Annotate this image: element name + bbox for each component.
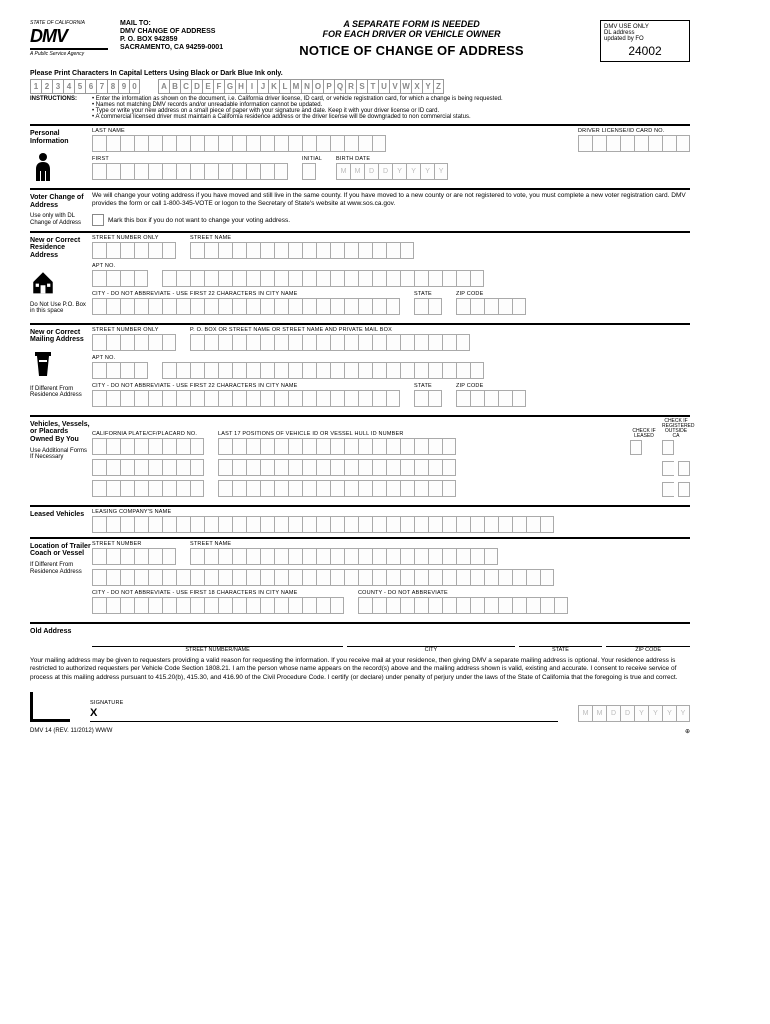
trailer-section: Location of Trailer Coach or VesselIf Di… [30, 541, 690, 618]
old-state-input[interactable] [519, 635, 603, 647]
trailer-street-name-input[interactable] [190, 548, 498, 565]
arrow-icon [30, 692, 70, 722]
logo-agency: A Public Service Agency [30, 51, 108, 57]
title-block: A SEPARATE FORM IS NEEDED FOR EACH DRIVE… [235, 20, 588, 58]
mail-line2-input[interactable] [162, 362, 484, 379]
old-city-input[interactable] [347, 635, 514, 647]
disclosure-text: Your mailing address may be given to req… [30, 657, 690, 681]
sample-characters: 1234567890 ABCDEFGHIJKLMNOPQRSTUVWXYZ [30, 79, 690, 94]
form-revision: DMV 14 (REV. 11/2012) WWW [30, 728, 112, 735]
voter-optout-checkbox[interactable] [92, 214, 104, 226]
house-icon [30, 266, 56, 298]
plate-3-input[interactable] [92, 480, 204, 497]
old-zip-input[interactable] [606, 635, 690, 647]
dmv-use-box: DMV USE ONLY DL address updated by FO 24… [600, 20, 690, 62]
plate-2-input[interactable] [92, 459, 204, 476]
logo-block: STATE OF CALIFORNIA DMV A Public Service… [30, 20, 108, 57]
res-apt-input[interactable] [92, 270, 148, 287]
instructions: INSTRUCTIONS: Enter the information as s… [30, 96, 690, 120]
mail-po-input[interactable] [190, 334, 470, 351]
vin-1-input[interactable] [218, 438, 456, 455]
logo-text: DMV [30, 26, 108, 47]
old-street-input[interactable] [92, 635, 343, 647]
trailer-line2-input[interactable] [92, 569, 554, 586]
res-city-input[interactable] [92, 298, 400, 315]
form-page: STATE OF CALIFORNIA DMV A Public Service… [30, 20, 690, 735]
form-number: 24002 [604, 44, 686, 58]
signature-date-input[interactable]: MMDDYYYY [578, 705, 690, 722]
birth-date-input[interactable]: MMDDYYYY [336, 163, 448, 180]
mail-street-num-input[interactable] [92, 334, 176, 351]
mail-city-input[interactable] [92, 390, 400, 407]
mail-zip-input[interactable] [456, 390, 526, 407]
last-name-input[interactable] [92, 135, 386, 152]
voter-section: Voter Change of AddressUse only with DL … [30, 192, 690, 227]
leased-1-checkbox[interactable] [630, 440, 642, 455]
mail-state-input[interactable] [414, 390, 442, 407]
header: STATE OF CALIFORNIA DMV A Public Service… [30, 20, 690, 62]
print-instruction: Please Print Characters In Capital Lette… [30, 70, 690, 77]
mailing-section: New or Correct Mailing Address If Differ… [30, 327, 690, 411]
person-icon [30, 151, 56, 183]
leasing-company-input[interactable] [92, 516, 690, 533]
outside-3-checkbox[interactable] [678, 482, 690, 497]
res-street-num-input[interactable] [92, 242, 176, 259]
res-state-input[interactable] [414, 298, 442, 315]
outside-1-checkbox[interactable] [662, 440, 674, 455]
leased-2-checkbox[interactable] [662, 461, 674, 476]
vin-2-input[interactable] [218, 459, 456, 476]
trailer-city-input[interactable] [92, 597, 344, 614]
vin-3-input[interactable] [218, 480, 456, 497]
res-line2-input[interactable] [162, 270, 484, 287]
outside-2-checkbox[interactable] [678, 461, 690, 476]
old-address-section: Old Address STREET NUMBER/NAME CITY STAT… [30, 626, 690, 682]
leased-section: Leased Vehicles LEASING COMPANY'S NAME [30, 509, 690, 533]
dl-number-input[interactable] [578, 135, 690, 152]
res-street-name-input[interactable] [190, 242, 414, 259]
leased-3-checkbox[interactable] [662, 482, 674, 497]
mail-apt-input[interactable] [92, 362, 148, 379]
mail-to: MAIL TO: DMV CHANGE OF ADDRESS P. O. BOX… [120, 20, 223, 52]
vehicles-section: Vehicles, Vessels, or Placards Owned By … [30, 419, 690, 501]
signature-input[interactable]: X [90, 707, 558, 722]
residence-section: New or Correct Residence Address Do Not … [30, 235, 690, 319]
trailer-street-num-input[interactable] [92, 548, 176, 565]
seal-icon: ⊕ [685, 728, 690, 735]
plate-1-input[interactable] [92, 438, 204, 455]
initial-input[interactable] [302, 163, 322, 180]
personal-section: Personal Information LAST NAME DRIVER LI… [30, 128, 690, 184]
trailer-county-input[interactable] [358, 597, 568, 614]
mailbox-icon [30, 350, 56, 382]
first-name-input[interactable] [92, 163, 288, 180]
form-title: NOTICE OF CHANGE OF ADDRESS [235, 43, 588, 58]
res-zip-input[interactable] [456, 298, 526, 315]
signature-row: SIGNATURE X MMDDYYYY [30, 692, 690, 722]
